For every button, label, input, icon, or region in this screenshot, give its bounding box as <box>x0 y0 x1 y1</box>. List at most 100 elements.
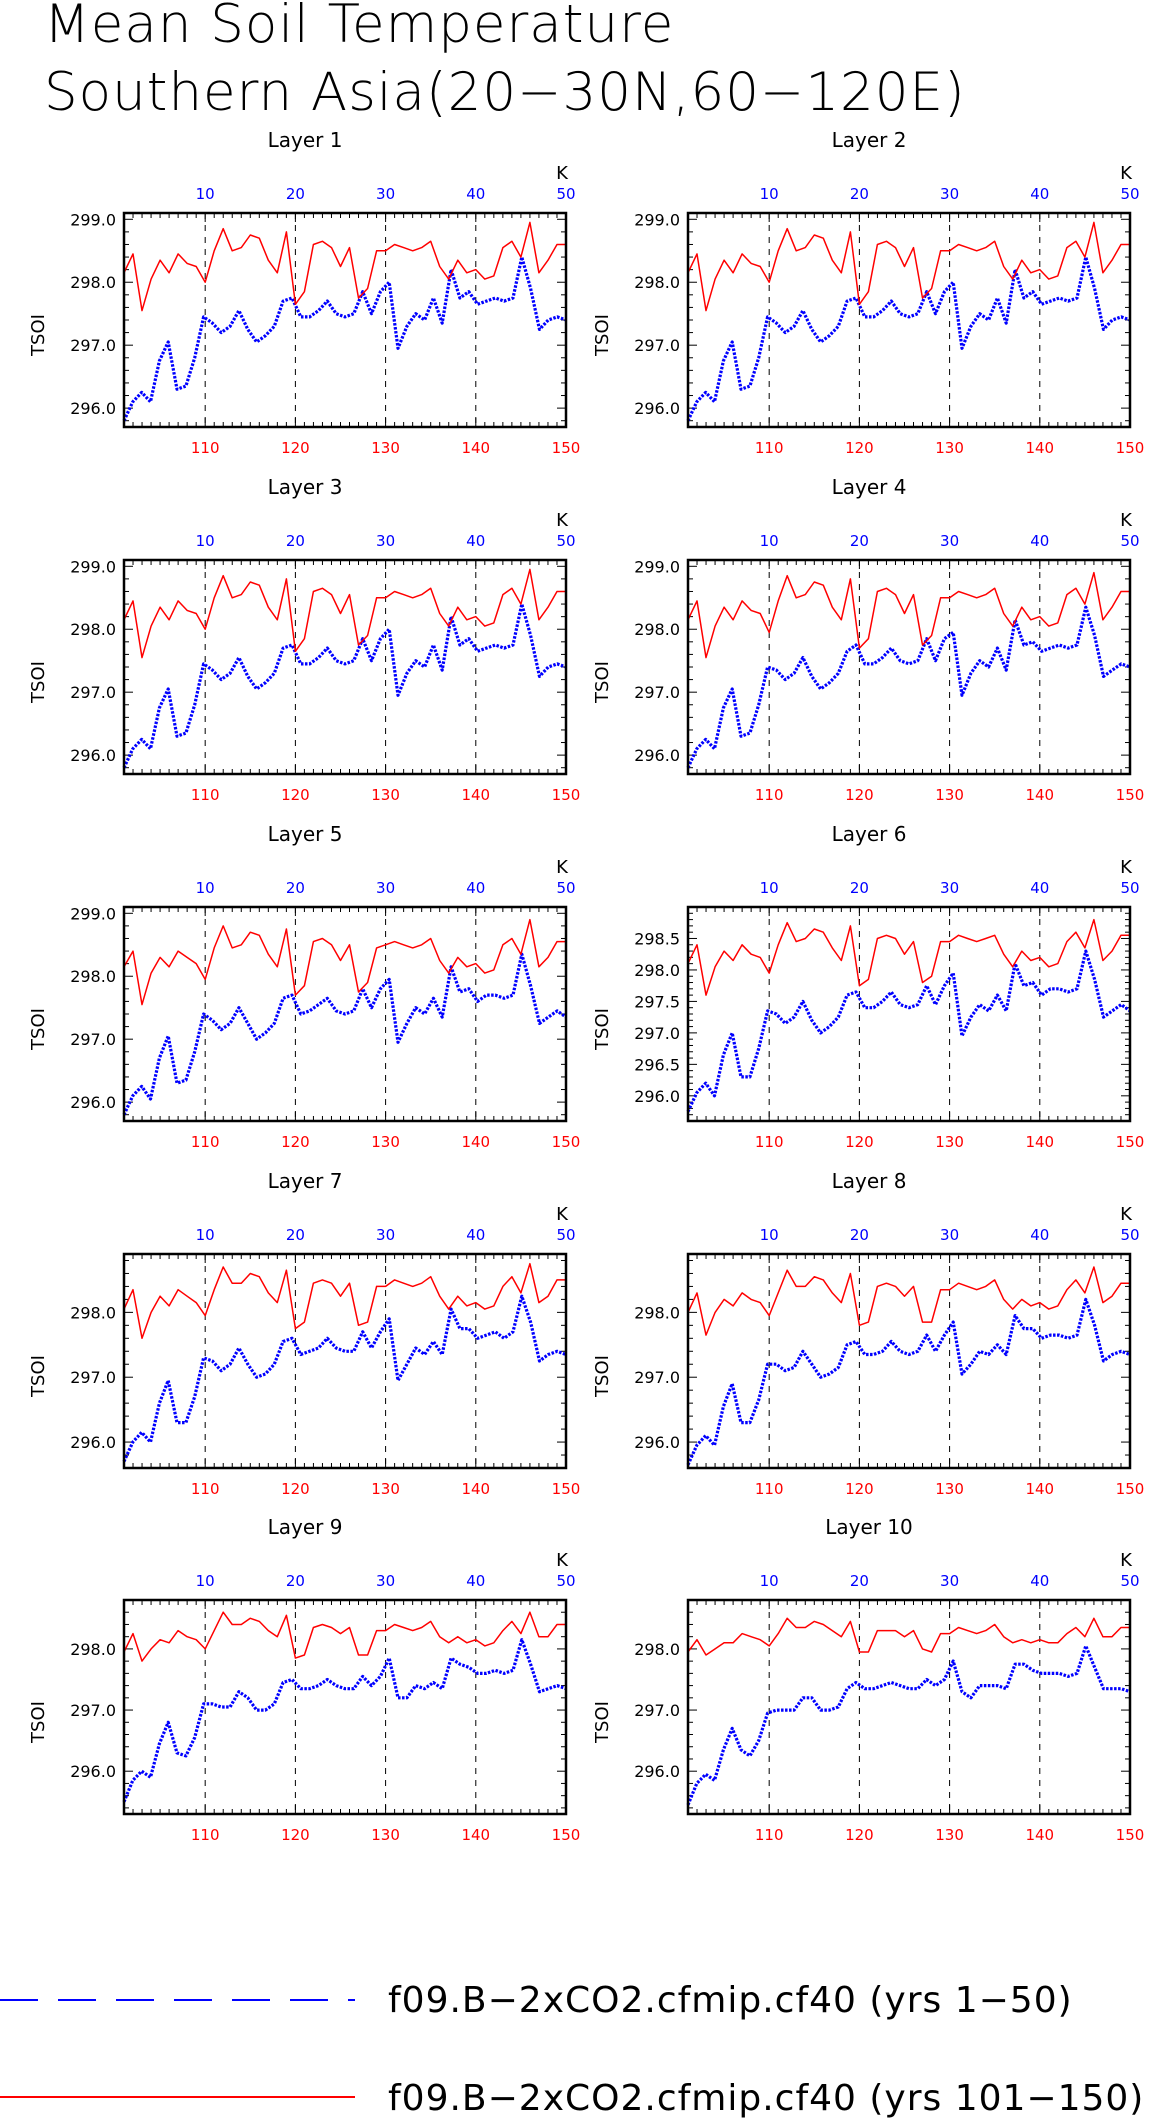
panel-layer-8: Layer 8 296.0 297.0 298.0 TSOI 110 120 130 140 15… <box>592 1169 1144 1498</box>
y-tick-label: 298.0 <box>634 1640 680 1659</box>
top-axis-unit-label: K <box>556 510 569 531</box>
x-tick-label-top: 30 <box>376 185 395 203</box>
y-tick-label: 297.0 <box>634 1701 680 1720</box>
x-tick-label-bottom: 130 <box>371 1133 400 1151</box>
y-axis-label: TSOI <box>592 661 613 704</box>
series-line-yrs-1-50 <box>686 949 1131 1113</box>
top-axis-unit-label: K <box>556 163 569 184</box>
plot-frame <box>686 211 1132 429</box>
figure-title-line-1: Mean Soil Temperature <box>44 0 674 55</box>
x-tick-label-bottom: 150 <box>1116 439 1145 457</box>
panel-layer-9: Layer 9 296.0 297.0 298.0 TSOI 110 120 130 140 15… <box>28 1515 580 1844</box>
series-line-yrs-1-50 <box>122 1294 567 1463</box>
x-tick-label-top: 50 <box>556 532 575 550</box>
panel-layer-1: Layer 1 296.0 297.0 298.0 299.0 TSOI 110 120 130… <box>28 128 580 457</box>
x-tick-label-bottom: 130 <box>371 439 400 457</box>
x-tick-label-top: 30 <box>376 879 395 897</box>
y-tick-label: 297.5 <box>634 992 680 1011</box>
x-tick-label-bottom: 110 <box>755 1480 784 1498</box>
x-tick-label-top: 40 <box>466 1572 485 1590</box>
x-tick-label-bottom: 130 <box>935 1133 964 1151</box>
y-tick-label: 296.5 <box>634 1055 680 1074</box>
y-tick-label: 297.0 <box>634 1024 680 1043</box>
top-axis-unit-label: K <box>1120 1204 1133 1225</box>
top-axis-unit-label: K <box>1120 510 1133 531</box>
x-tick-label-top: 10 <box>196 1226 215 1244</box>
series-line-yrs-1-50 <box>686 1297 1131 1466</box>
y-tick-label: 298.0 <box>634 273 680 292</box>
panel-layer-7: Layer 7 296.0 297.0 298.0 TSOI 110 120 130 140 15… <box>28 1169 580 1498</box>
x-tick-label-bottom: 140 <box>1025 786 1054 804</box>
y-tick-label: 299.0 <box>634 557 680 576</box>
x-tick-label-bottom: 130 <box>371 786 400 804</box>
legend-label-yrs-1-50: f09.B−2xCO2.cfmip.cf40 (yrs 1−50) <box>388 1980 1073 2021</box>
plot-frame <box>686 1252 1132 1470</box>
x-tick-label-top: 20 <box>286 532 305 550</box>
series-line-yrs-1-50 <box>122 952 567 1116</box>
x-tick-label-top: 50 <box>556 1226 575 1244</box>
panel-layer-3: Layer 3 296.0 297.0 298.0 299.0 TSOI 110 120 130… <box>28 475 580 804</box>
x-tick-label-bottom: 150 <box>552 786 581 804</box>
series-line-yrs-101-150 <box>123 918 566 1006</box>
x-tick-label-bottom: 150 <box>1116 1480 1145 1498</box>
x-tick-label-top: 50 <box>556 185 575 203</box>
x-tick-label-bottom: 150 <box>552 1480 581 1498</box>
series-line-yrs-1-50 <box>122 1638 567 1803</box>
y-axis-label: TSOI <box>592 314 613 357</box>
y-tick-label: 297.0 <box>634 683 680 702</box>
top-axis-unit-label: K <box>1120 857 1133 878</box>
series-line-yrs-1-50 <box>122 602 567 769</box>
x-tick-label-bottom: 140 <box>1025 439 1054 457</box>
series-line-yrs-1-50 <box>686 605 1131 769</box>
plot-frame <box>122 905 568 1123</box>
y-tick-label: 299.0 <box>70 557 116 576</box>
y-tick-label: 296.0 <box>70 1762 116 1781</box>
panel-title: Layer 9 <box>268 1515 343 1539</box>
x-tick-label-bottom: 120 <box>845 439 874 457</box>
y-tick-label: 298.5 <box>634 929 680 948</box>
x-tick-label-top: 50 <box>1120 1572 1139 1590</box>
x-tick-label-top: 10 <box>760 185 779 203</box>
x-tick-label-bottom: 110 <box>755 439 784 457</box>
x-tick-label-top: 30 <box>940 185 959 203</box>
x-tick-label-top: 30 <box>376 1226 395 1244</box>
x-tick-label-bottom: 120 <box>845 1826 874 1844</box>
x-tick-label-bottom: 110 <box>191 786 220 804</box>
x-tick-label-top: 10 <box>760 532 779 550</box>
x-tick-label-top: 20 <box>850 1572 869 1590</box>
x-tick-label-top: 30 <box>376 532 395 550</box>
x-tick-label-top: 40 <box>1030 1572 1049 1590</box>
y-axis-label: TSOI <box>28 1008 49 1051</box>
y-tick-label: 298.0 <box>634 961 680 980</box>
y-tick-label: 298.0 <box>634 620 680 639</box>
panel-title: Layer 1 <box>268 128 343 152</box>
panel-title: Layer 10 <box>825 1515 913 1539</box>
x-tick-label-top: 40 <box>1030 1226 1049 1244</box>
x-tick-label-top: 20 <box>850 879 869 897</box>
series-line-yrs-101-150 <box>687 571 1130 659</box>
y-tick-label: 296.0 <box>70 1093 116 1112</box>
top-axis-unit-label: K <box>1120 163 1133 184</box>
y-tick-label: 299.0 <box>70 210 116 229</box>
plot-frame <box>122 211 568 429</box>
y-tick-label: 296.0 <box>634 1762 680 1781</box>
y-tick-label: 297.0 <box>70 1368 116 1387</box>
x-tick-label-top: 10 <box>196 532 215 550</box>
legend: f09.B−2xCO2.cfmip.cf40 (yrs 1−50) f09.B−… <box>0 1980 1143 2119</box>
x-tick-label-top: 30 <box>940 879 959 897</box>
panel-title: Layer 8 <box>832 1169 907 1193</box>
series-line-yrs-1-50 <box>686 255 1131 422</box>
x-tick-label-bottom: 130 <box>935 786 964 804</box>
x-tick-label-top: 30 <box>940 532 959 550</box>
x-tick-label-top: 20 <box>850 1226 869 1244</box>
figure-title-line-2: Southern Asia(20−30N,60−120E) <box>44 62 966 123</box>
top-axis-unit-label: K <box>556 1550 569 1571</box>
x-tick-label-bottom: 110 <box>755 1133 784 1151</box>
x-tick-label-bottom: 120 <box>281 439 310 457</box>
series-line-yrs-1-50 <box>122 255 567 422</box>
x-tick-label-top: 50 <box>1120 532 1139 550</box>
series-line-yrs-101-150 <box>123 568 566 659</box>
panel-layer-4: Layer 4 296.0 297.0 298.0 299.0 TSOI 110 120 130… <box>592 475 1144 804</box>
panel-title: Layer 5 <box>268 822 343 846</box>
y-axis-label: TSOI <box>28 1355 49 1398</box>
